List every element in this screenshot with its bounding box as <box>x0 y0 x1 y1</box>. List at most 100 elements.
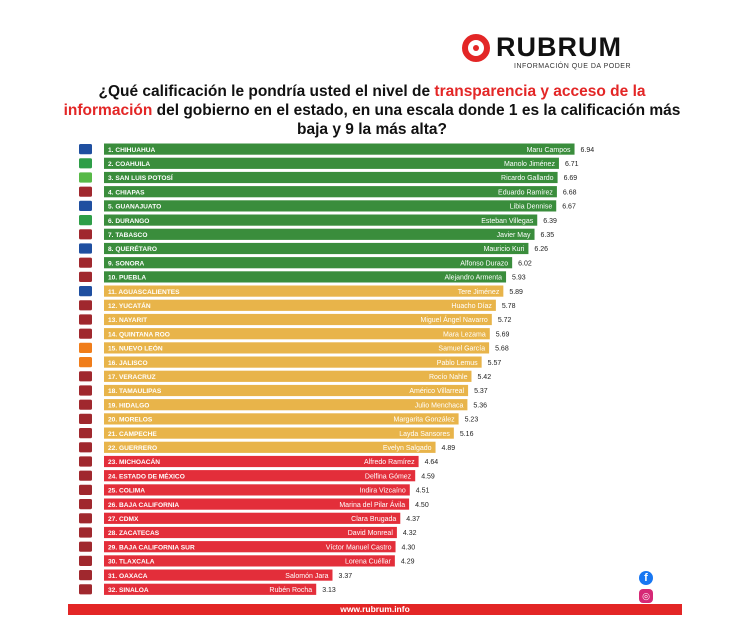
party-logo-morena-icon <box>79 527 92 538</box>
bar <box>104 498 410 510</box>
governor-label: Alfredo Ramírez <box>364 459 415 466</box>
governor-label: Lorena Cuéllar <box>345 559 392 566</box>
bar <box>104 370 472 382</box>
governor-label: Julio Menchaca <box>415 402 464 409</box>
state-label: 1. CHIHUAHUA <box>108 147 155 154</box>
state-label: 24. ESTADO DE MÉXICO <box>108 471 185 480</box>
value-label: 4.37 <box>406 516 420 523</box>
governor-label: Esteban Villegas <box>481 218 534 225</box>
party-logo-morena-icon <box>79 541 92 552</box>
value-label: 4.89 <box>442 445 456 452</box>
bar <box>104 271 507 283</box>
governor-label: Ricardo Gallardo <box>501 175 554 182</box>
governor-label: Samuel García <box>438 346 485 353</box>
value-label: 4.51 <box>416 488 430 495</box>
party-logo-morena-icon <box>79 229 92 240</box>
party-logo-morena-icon <box>79 300 92 311</box>
party-logo-morena-icon <box>79 413 92 424</box>
party-logo-pan-icon <box>79 286 92 297</box>
state-label: 8. QUERÉTARO <box>108 244 157 253</box>
state-label: 13. NAYARIT <box>108 317 147 324</box>
party-logo-morena-icon <box>79 570 92 581</box>
footer-bar: www.rubrum.info <box>68 604 682 615</box>
bar <box>104 200 557 212</box>
party-logo-morena-icon <box>79 555 92 566</box>
value-label: 6.35 <box>541 232 555 239</box>
governor-label: Tere Jiménez <box>458 289 500 296</box>
state-label: 12. YUCATÁN <box>108 301 151 310</box>
party-logo-morena-icon <box>79 484 92 495</box>
bar <box>104 583 317 595</box>
governor-label: Evelyn Salgado <box>383 445 432 452</box>
title-part-2: del gobierno en el estado, en una escala… <box>152 102 681 138</box>
party-logo-morena-icon <box>79 314 92 325</box>
state-label: 4. CHIAPAS <box>108 189 145 196</box>
bar <box>104 441 436 453</box>
bar <box>104 157 559 169</box>
state-label: 21. CAMPECHE <box>108 431 157 438</box>
bar <box>104 526 397 539</box>
state-label: 7. TABASCO <box>108 232 147 239</box>
governor-label: Indira Vizcaíno <box>360 488 406 495</box>
bar <box>104 328 490 340</box>
governor-label: Maru Campos <box>527 147 571 154</box>
governor-label: Manolo Jiménez <box>504 161 555 168</box>
state-label: 31. OAXACA <box>108 573 148 580</box>
value-label: 5.57 <box>488 360 502 367</box>
governor-label: Huacho Díaz <box>451 303 492 310</box>
party-logo-pan-icon <box>79 144 92 155</box>
state-label: 28. ZACATECAS <box>108 530 160 537</box>
footer-url[interactable]: www.rubrum.info <box>340 604 410 614</box>
value-label: 5.89 <box>509 289 523 296</box>
party-logo-pri-icon <box>79 158 92 169</box>
bar <box>104 569 333 581</box>
state-label: 23. MICHOACÁN <box>108 457 160 466</box>
state-label: 17. VERACRUZ <box>108 374 156 381</box>
bar <box>104 484 410 496</box>
party-logo-morena-icon <box>79 513 92 524</box>
bar <box>104 171 558 184</box>
facebook-icon[interactable]: f <box>639 571 653 585</box>
bar <box>104 541 396 553</box>
state-label: 25. COLIMA <box>108 488 145 495</box>
governor-label: Mara Lezama <box>443 331 486 338</box>
bar <box>104 427 454 439</box>
value-label: 3.13 <box>322 587 336 594</box>
governor-label: Javier May <box>497 232 531 239</box>
target-logo-icon <box>462 34 490 62</box>
governor-label: Libia Dennise <box>510 204 553 211</box>
governor-label: Marina del Pilar Ávila <box>339 500 405 509</box>
party-logo-mc-icon <box>79 342 92 353</box>
state-label: 9. SONORA <box>108 260 145 267</box>
party-logo-mc-icon <box>79 357 92 368</box>
party-logo-morena-icon <box>79 470 92 481</box>
bar <box>104 342 490 354</box>
value-label: 5.72 <box>498 317 512 324</box>
state-label: 11. AGUASCALIENTES <box>108 289 180 296</box>
governor-label: Clara Brugada <box>351 516 396 523</box>
state-label: 27. CDMX <box>108 516 139 523</box>
party-logo-morena-icon <box>79 428 92 439</box>
value-label: 4.32 <box>403 530 417 537</box>
party-logo-morena-icon <box>79 371 92 382</box>
state-label: 10. PUEBLA <box>108 275 146 282</box>
state-label: 3. SAN LUIS POTOSÍ <box>108 173 173 182</box>
instagram-icon[interactable]: ◎ <box>639 589 653 603</box>
state-label: 6. DURANGO <box>108 218 149 225</box>
value-label: 5.69 <box>496 331 510 338</box>
party-logo-morena-icon <box>79 271 92 282</box>
state-label: 19. HIDALGO <box>108 402 149 409</box>
title-highlight: transparencia y acceso de la información <box>63 83 646 119</box>
value-label: 4.59 <box>421 473 435 480</box>
brand-tagline: INFORMACIÓN QUE DA PODER <box>514 63 632 70</box>
state-label: 32. SINALOA <box>108 587 149 594</box>
value-label: 4.50 <box>415 502 429 509</box>
bar <box>104 413 459 425</box>
party-logo-morena-icon <box>79 385 92 396</box>
party-logo-morena-icon <box>79 328 92 339</box>
governor-label: Delfina Gómez <box>365 473 412 480</box>
governor-label: David Monreal <box>348 530 394 537</box>
governor-label: Alejandro Armenta <box>444 275 502 282</box>
state-label: 16. JALISCO <box>108 360 148 367</box>
